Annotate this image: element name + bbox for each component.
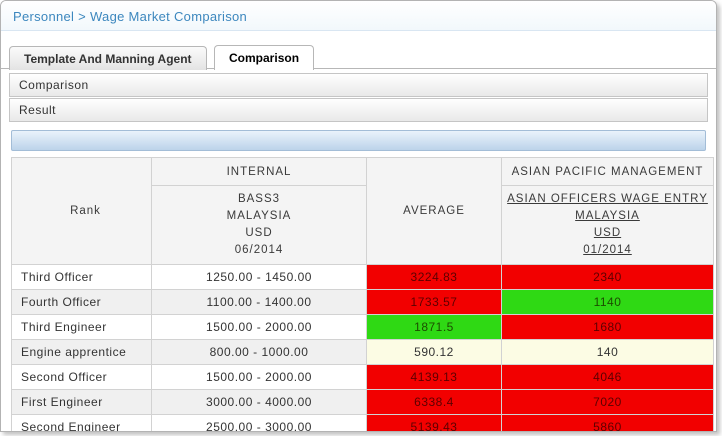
internal-template-name: BASS3 — [154, 191, 364, 208]
table-row: Third Engineer 1500.00 - 2000.00 1871.5 … — [12, 315, 714, 340]
rank-cell: Second Officer — [12, 365, 152, 390]
average-value-cell: 4139.13 — [367, 365, 502, 390]
tab-template-and-manning-agent[interactable]: Template And Manning Agent — [9, 46, 207, 70]
wage-comparison-table: Rank INTERNAL AVERAGE ASIAN PACIFIC MANA… — [11, 157, 714, 432]
internal-range-cell: 1250.00 - 1450.00 — [152, 265, 367, 290]
asian-value-cell: 140 — [502, 340, 714, 365]
internal-range-cell: 1500.00 - 2000.00 — [152, 365, 367, 390]
asian-currency-link[interactable]: USD — [504, 225, 711, 242]
internal-sub-header: BASS3 MALAYSIA USD 06/2014 — [152, 186, 367, 265]
group-header-row: Rank INTERNAL AVERAGE ASIAN PACIFIC MANA… — [12, 158, 714, 186]
comparison-panel-header[interactable]: Comparison — [9, 73, 708, 97]
rank-cell: Second Engineer — [12, 415, 152, 433]
average-value-cell: 5139.43 — [367, 415, 502, 433]
rank-cell: Third Officer — [12, 265, 152, 290]
asian-value-cell: 2340 — [502, 265, 714, 290]
internal-range-cell: 1500.00 - 2000.00 — [152, 315, 367, 340]
table-row: Second Officer 1500.00 - 2000.00 4139.13… — [12, 365, 714, 390]
internal-range-cell: 2500.00 - 3000.00 — [152, 415, 367, 433]
grid-toolbar — [11, 130, 706, 151]
average-value-cell: 3224.83 — [367, 265, 502, 290]
table-row: Second Engineer 2500.00 - 3000.00 5139.4… — [12, 415, 714, 433]
breadcrumb: Personnel > Wage Market Comparison — [1, 1, 716, 31]
breadcrumb-text[interactable]: Personnel > Wage Market Comparison — [13, 9, 247, 24]
internal-country: MALAYSIA — [154, 208, 364, 225]
asian-sub-header: ASIAN OFFICERS WAGE ENTRY MALAYSIA USD 0… — [502, 186, 714, 265]
rank-cell: Engine apprentice — [12, 340, 152, 365]
average-value-cell: 590.12 — [367, 340, 502, 365]
result-panel-header[interactable]: Result — [9, 98, 708, 122]
table-row: Third Officer 1250.00 - 1450.00 3224.83 … — [12, 265, 714, 290]
internal-range-cell: 1100.00 - 1400.00 — [152, 290, 367, 315]
asian-value-cell: 1140 — [502, 290, 714, 315]
internal-period: 06/2014 — [154, 242, 364, 259]
average-value-cell: 1871.5 — [367, 315, 502, 340]
rank-cell: Third Engineer — [12, 315, 152, 340]
asian-period-link[interactable]: 01/2014 — [504, 242, 711, 259]
table-row: First Engineer 3000.00 - 4000.00 6338.4 … — [12, 390, 714, 415]
asian-country-link[interactable]: MALAYSIA — [504, 208, 711, 225]
rank-cell: First Engineer — [12, 390, 152, 415]
asian-pacific-group-header: ASIAN PACIFIC MANAGEMENT — [502, 158, 714, 186]
internal-range-cell: 3000.00 - 4000.00 — [152, 390, 367, 415]
average-header: AVERAGE — [367, 158, 502, 265]
average-value-cell: 1733.57 — [367, 290, 502, 315]
internal-range-cell: 800.00 - 1000.00 — [152, 340, 367, 365]
rank-cell: Fourth Officer — [12, 290, 152, 315]
average-value-cell: 6338.4 — [367, 390, 502, 415]
tab-bar: Template And Manning Agent Comparison — [1, 44, 716, 69]
internal-group-header: INTERNAL — [152, 158, 367, 186]
asian-value-cell: 7020 — [502, 390, 714, 415]
asian-value-cell: 5860 — [502, 415, 714, 433]
table-row: Engine apprentice 800.00 - 1000.00 590.1… — [12, 340, 714, 365]
asian-value-cell: 4046 — [502, 365, 714, 390]
rank-header: Rank — [12, 158, 152, 265]
app-window: Personnel > Wage Market Comparison Templ… — [0, 0, 717, 432]
table-row: Fourth Officer 1100.00 - 1400.00 1733.57… — [12, 290, 714, 315]
tab-comparison[interactable]: Comparison — [214, 45, 314, 70]
internal-currency: USD — [154, 225, 364, 242]
asian-value-cell: 1680 — [502, 315, 714, 340]
asian-wage-entry-link[interactable]: ASIAN OFFICERS WAGE ENTRY — [504, 191, 711, 208]
